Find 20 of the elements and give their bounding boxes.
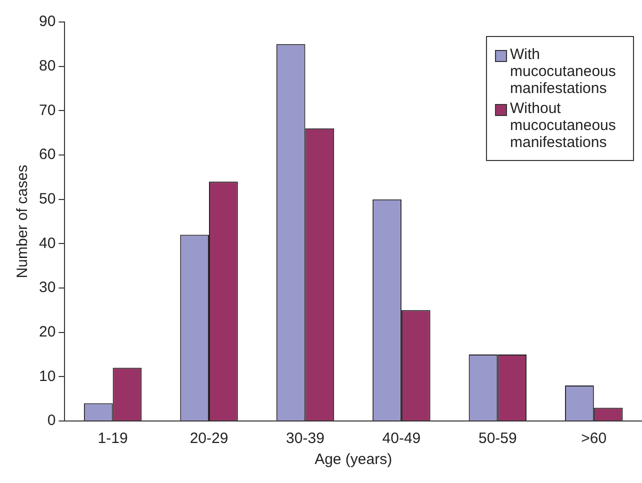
y-tick-label: 90 <box>38 13 56 30</box>
legend-label: Without mucocutaneous manifestations <box>510 100 617 151</box>
y-tick-label: 60 <box>38 146 56 164</box>
y-tick-label: 0 <box>47 412 56 430</box>
x-tick-label: 20-29 <box>190 430 228 448</box>
x-tick-label: 1-19 <box>98 430 128 448</box>
x-axis-title: Age (years) <box>314 451 392 468</box>
y-tick-label: 30 <box>38 279 56 296</box>
y-tick-label: 10 <box>38 368 56 385</box>
y-axis-title: Number of cases <box>14 164 32 278</box>
legend-label: With mucocutaneous manifestations <box>510 46 617 97</box>
x-tick-label: 40-49 <box>382 430 421 448</box>
y-tick-label: 70 <box>38 102 56 119</box>
x-tick-label: >60 <box>581 430 607 448</box>
y-tick-label: 50 <box>38 190 56 208</box>
x-tick-label: 50-59 <box>478 430 517 448</box>
y-tick-label: 20 <box>38 323 56 340</box>
y-tick-label: 80 <box>38 57 56 74</box>
x-tick-label: 30-39 <box>286 430 324 448</box>
y-tick-label: 40 <box>38 234 56 252</box>
